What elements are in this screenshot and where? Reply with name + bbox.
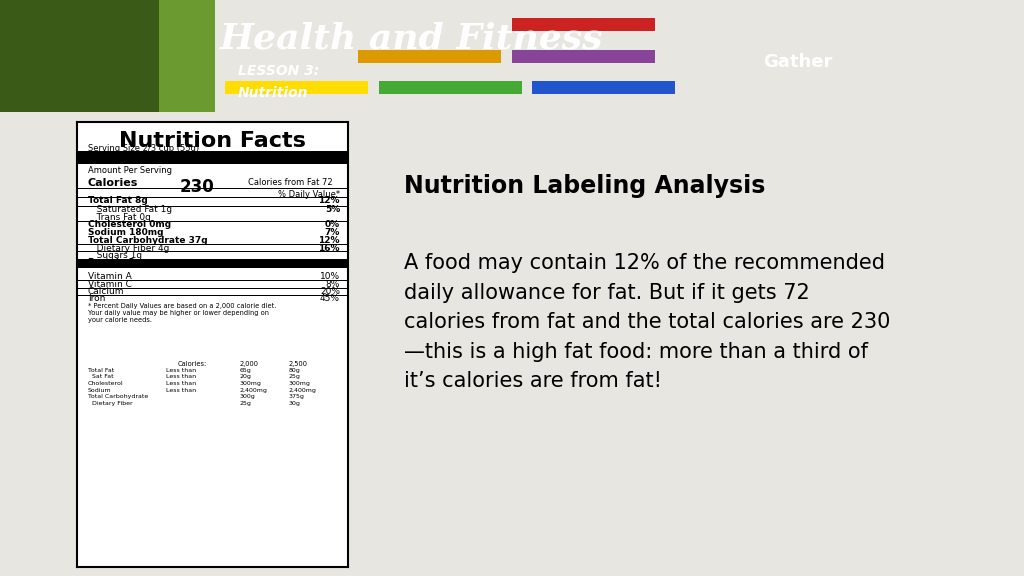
Text: Nutrition: Nutrition — [238, 86, 308, 100]
Text: Health and Fitness: Health and Fitness — [220, 21, 604, 55]
Text: 2,400mg: 2,400mg — [289, 388, 316, 393]
Text: 230: 230 — [180, 177, 215, 196]
Text: Nutrition Labeling Analysis: Nutrition Labeling Analysis — [403, 175, 765, 199]
Text: Serving Size 2/3 cup (55g): Serving Size 2/3 cup (55g) — [88, 144, 199, 153]
Bar — [77, 260, 348, 268]
Text: Less than: Less than — [166, 367, 197, 373]
Text: 25g: 25g — [240, 401, 252, 406]
Text: 300g: 300g — [240, 395, 255, 400]
Bar — [77, 272, 348, 274]
Text: Cholesterol: Cholesterol — [88, 381, 123, 386]
Text: Total Fat 8g: Total Fat 8g — [88, 196, 147, 206]
Text: Total Carbohydrate: Total Carbohydrate — [88, 395, 147, 400]
Bar — [0, 0, 189, 112]
Text: LESSON 3:: LESSON 3: — [238, 64, 318, 78]
Text: Sat Fat: Sat Fat — [88, 374, 114, 380]
Text: A food may contain 12% of the recommended
daily allowance for fat. But if it get: A food may contain 12% of the recommende… — [403, 253, 890, 391]
Text: Sodium: Sodium — [88, 388, 112, 393]
Text: 300mg: 300mg — [289, 381, 310, 386]
Text: 20%: 20% — [321, 287, 340, 296]
Bar — [77, 288, 348, 289]
Bar — [512, 18, 655, 32]
Text: Vitamin A: Vitamin A — [88, 272, 131, 281]
Text: Dietary Fiber 4g: Dietary Fiber 4g — [88, 244, 169, 252]
Text: 10%: 10% — [319, 272, 340, 281]
Text: Amount Per Serving: Amount Per Serving — [88, 166, 172, 175]
Bar — [77, 197, 348, 198]
Text: Calories: Calories — [88, 177, 138, 188]
Text: 2,500: 2,500 — [289, 361, 307, 367]
Text: Sugars 1g: Sugars 1g — [88, 251, 141, 260]
Bar — [225, 81, 369, 94]
Text: Dietary Fiber: Dietary Fiber — [88, 401, 132, 406]
Text: Trans Fat 0g: Trans Fat 0g — [88, 213, 151, 222]
Bar — [379, 81, 522, 94]
Text: 12%: 12% — [318, 236, 340, 245]
Text: 7%: 7% — [325, 228, 340, 237]
Text: Iron: Iron — [88, 294, 105, 304]
Text: Less than: Less than — [166, 388, 197, 393]
Bar — [77, 206, 348, 207]
Text: * Percent Daily Values are based on a 2,000 calorie diet.
Your daily value may b: * Percent Daily Values are based on a 2,… — [88, 303, 276, 323]
Text: 2,400mg: 2,400mg — [240, 388, 267, 393]
Bar — [77, 251, 348, 252]
Text: Saturated Fat 1g: Saturated Fat 1g — [88, 205, 172, 214]
Text: 25g: 25g — [289, 374, 300, 380]
Text: Nutrition Facts: Nutrition Facts — [119, 131, 306, 151]
Bar — [77, 188, 348, 190]
Text: Protein 3g: Protein 3g — [88, 258, 140, 267]
Text: Total Fat: Total Fat — [88, 367, 114, 373]
Text: Calcium: Calcium — [88, 287, 124, 296]
Text: Servings Per Container About 8: Servings Per Container About 8 — [88, 151, 220, 160]
Text: Less than: Less than — [166, 381, 197, 386]
Text: 2,000: 2,000 — [240, 361, 259, 367]
Text: Vitamin C: Vitamin C — [88, 279, 131, 289]
Text: Less than: Less than — [166, 374, 197, 380]
Bar — [77, 151, 348, 164]
Text: 80g: 80g — [289, 367, 300, 373]
Bar — [77, 221, 348, 222]
Text: Gather: Gather — [763, 53, 833, 71]
Bar — [512, 50, 655, 63]
Text: Cholesterol 0mg: Cholesterol 0mg — [88, 221, 171, 229]
Text: 65g: 65g — [240, 367, 251, 373]
Text: 12%: 12% — [318, 196, 340, 206]
Bar — [532, 81, 676, 94]
Text: 300mg: 300mg — [240, 381, 261, 386]
Text: 375g: 375g — [289, 395, 304, 400]
Bar — [358, 50, 502, 63]
Text: % Daily Value*: % Daily Value* — [278, 190, 340, 199]
Bar — [77, 244, 348, 245]
Bar — [77, 259, 348, 260]
Text: 0%: 0% — [325, 221, 340, 229]
Text: Calories:: Calories: — [177, 361, 207, 367]
Text: 8%: 8% — [326, 279, 340, 289]
Text: 5%: 5% — [325, 205, 340, 214]
Text: Total Carbohydrate 37g: Total Carbohydrate 37g — [88, 236, 207, 245]
Text: Sodium 180mg: Sodium 180mg — [88, 228, 163, 237]
Text: Calories from Fat 72: Calories from Fat 72 — [248, 177, 333, 187]
Text: 16%: 16% — [318, 244, 340, 252]
Text: 45%: 45% — [321, 294, 340, 304]
Text: 20g: 20g — [240, 374, 252, 380]
Bar — [159, 0, 215, 112]
Text: 30g: 30g — [289, 401, 300, 406]
